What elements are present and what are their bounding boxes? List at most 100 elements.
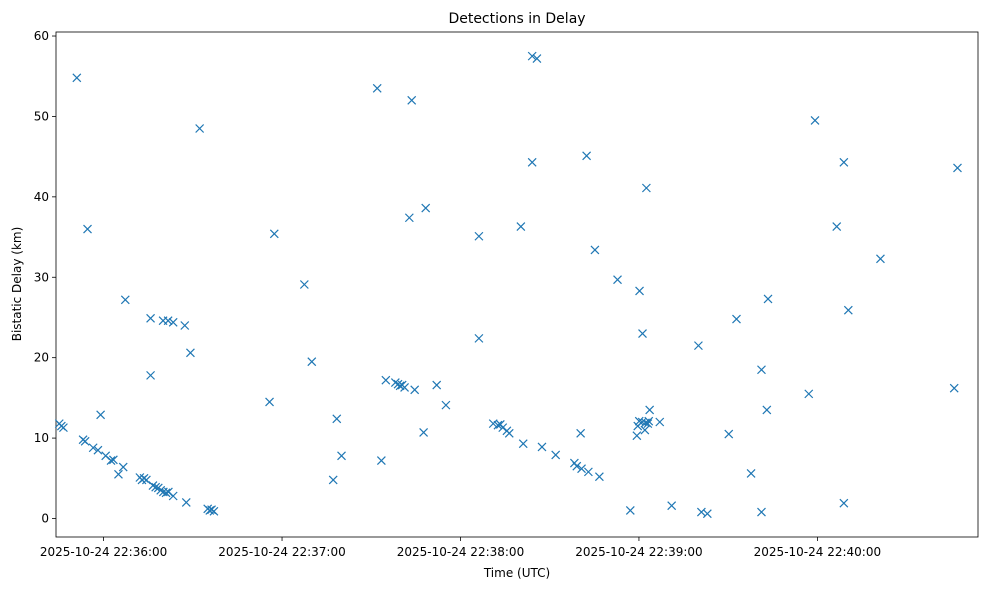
data-point [577, 464, 586, 474]
data-point [757, 365, 766, 375]
data-point [146, 313, 156, 323]
data-point [537, 442, 547, 452]
data-point [474, 231, 484, 241]
data-point [527, 157, 537, 167]
x-tick-label: 2025-10-24 22:39:00 [575, 545, 702, 559]
data-point [667, 501, 677, 511]
data-point [694, 341, 703, 351]
y-axis: 0 10 20 30 40 50 60 [34, 29, 56, 526]
data-point [186, 348, 195, 358]
data-point [516, 222, 526, 232]
data-points [54, 51, 962, 519]
data-point [328, 475, 338, 485]
data-point [590, 245, 600, 255]
x-tick-label: 2025-10-24 22:40:00 [754, 545, 881, 559]
data-point [93, 445, 103, 455]
x-axis-label: Time (UTC) [483, 566, 550, 580]
y-tick-label: 60 [34, 29, 49, 43]
data-point [141, 475, 151, 485]
data-point [114, 469, 123, 479]
data-point [209, 506, 219, 516]
data-point [441, 400, 451, 410]
data-point [390, 378, 400, 388]
data-point [641, 183, 651, 193]
data-point [635, 286, 644, 296]
data-point [195, 124, 205, 133]
data-point [372, 83, 382, 93]
data-point [381, 375, 391, 385]
data-point [804, 389, 814, 399]
data-point [83, 224, 92, 234]
chart-title: Detections in Delay [448, 11, 585, 27]
data-point [88, 443, 98, 453]
data-point [168, 491, 178, 501]
data-point [299, 280, 309, 289]
data-point [504, 428, 514, 438]
data-point [404, 213, 414, 223]
data-point [120, 295, 130, 305]
data-point [613, 275, 622, 285]
y-tick-label: 10 [34, 431, 49, 445]
data-point [640, 425, 650, 435]
y-tick-label: 20 [34, 351, 49, 365]
data-point [953, 163, 962, 173]
data-point [72, 73, 82, 83]
data-point [168, 317, 178, 327]
y-tick-label: 30 [34, 270, 49, 284]
data-point [337, 451, 346, 461]
data-point [746, 469, 756, 478]
y-tick-label: 40 [34, 190, 49, 204]
data-point [146, 370, 156, 380]
data-point [582, 151, 592, 161]
data-point [655, 417, 665, 427]
data-point [180, 321, 190, 330]
data-point [572, 461, 582, 471]
data-point [498, 423, 508, 433]
data-point [96, 410, 106, 420]
data-point [407, 95, 417, 105]
data-point [832, 222, 842, 232]
data-point [632, 431, 642, 441]
x-axis: 2025-10-24 22:36:00 2025-10-24 22:37:00 20… [40, 537, 881, 559]
data-point [732, 314, 741, 324]
data-point [644, 416, 654, 426]
data-point [532, 54, 542, 63]
data-point [474, 333, 484, 343]
data-point [493, 420, 503, 430]
data-point [839, 157, 849, 167]
data-point [949, 383, 959, 393]
data-point [432, 380, 442, 390]
data-point [269, 229, 279, 239]
data-point [307, 357, 317, 367]
x-tick-label: 2025-10-24 22:36:00 [40, 545, 167, 559]
y-tick-label: 0 [41, 512, 49, 526]
data-point [118, 462, 128, 472]
x-tick-label: 2025-10-24 22:38:00 [397, 545, 524, 559]
data-point [638, 329, 647, 338]
data-point [551, 450, 561, 460]
data-point [594, 472, 604, 482]
data-point [763, 294, 773, 304]
data-point [762, 405, 772, 415]
data-point [410, 385, 420, 395]
data-point [583, 467, 593, 477]
data-point [400, 383, 409, 392]
data-point [419, 428, 429, 437]
data-point [724, 429, 734, 439]
data-point [527, 51, 537, 61]
data-point [810, 116, 820, 125]
data-point [696, 507, 706, 517]
data-point [332, 414, 342, 424]
data-point [625, 506, 635, 515]
data-point [876, 254, 885, 264]
data-point [265, 397, 274, 407]
data-point [576, 428, 586, 438]
data-point [156, 485, 166, 495]
data-point [702, 509, 712, 519]
data-point [376, 456, 386, 466]
data-point [161, 488, 171, 498]
data-point [843, 305, 853, 315]
